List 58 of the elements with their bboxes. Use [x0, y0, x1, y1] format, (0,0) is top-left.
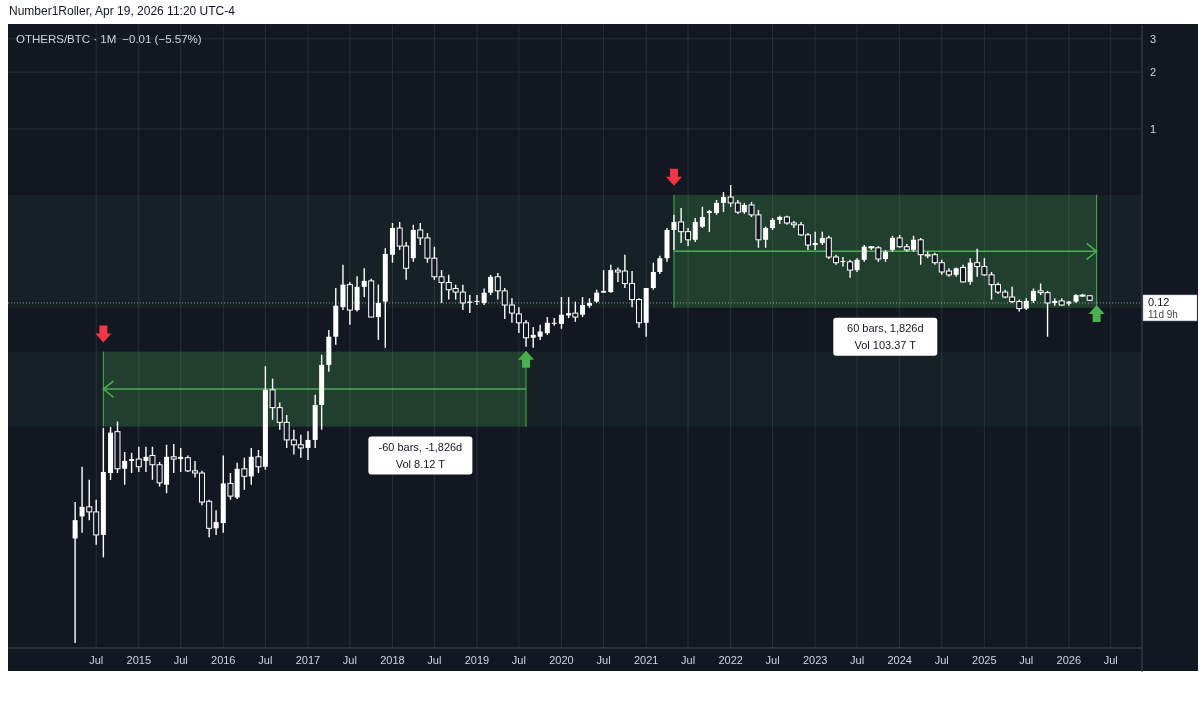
x-tick-label: Jul	[427, 654, 442, 666]
x-tick-label: Jul	[1103, 654, 1118, 666]
candlestick	[657, 255, 663, 275]
candlestick	[692, 217, 698, 243]
x-tick-label: Jul	[934, 654, 949, 666]
candlestick	[558, 296, 564, 330]
y-tick-label: 2	[1150, 66, 1157, 79]
text: Number1Roller, Apr 19, 2026 11:20 UTC-4	[9, 4, 236, 18]
candlestick	[699, 206, 705, 229]
candlestick	[706, 209, 712, 233]
candlestick	[601, 269, 607, 294]
x-tick-label: Jul	[342, 654, 357, 666]
candlestick	[530, 326, 536, 349]
candlestick	[474, 294, 480, 306]
x-tick-label: 2024	[887, 654, 912, 666]
text: 11d 9h	[1148, 308, 1178, 320]
x-tick-label: Jul	[173, 654, 188, 666]
candlestick	[375, 283, 381, 341]
x-tick-label: Jul	[89, 654, 104, 666]
x-tick-label: Jul	[1019, 654, 1034, 666]
candlestick	[580, 296, 586, 318]
candlestick	[650, 261, 656, 291]
text: OTHERS/BTC · 1M	[16, 33, 117, 45]
candlestick	[354, 275, 360, 313]
x-tick-label: 2021	[633, 654, 659, 666]
candlestick	[671, 214, 677, 251]
band-label: 60 bars, 1,826d Vol 103.37 T	[847, 321, 924, 351]
candlestick	[72, 501, 78, 644]
x-tick-label: Jul	[681, 654, 696, 666]
x-tick-label: Jul	[596, 654, 611, 666]
candlestick	[129, 452, 135, 474]
candlestick	[340, 264, 346, 311]
x-tick-label: Jul	[511, 654, 526, 666]
y-tick-label: 3	[1150, 32, 1157, 45]
x-tick-label: 2025	[972, 654, 997, 666]
candlestick	[608, 264, 614, 294]
x-tick-label: Jul	[850, 654, 865, 666]
candlestick	[812, 230, 818, 251]
band-label: -60 bars, -1,826d Vol 8.12 T	[378, 440, 463, 470]
ref-line-label: 0.12	[1148, 295, 1170, 308]
x-tick-label: 2023	[802, 654, 828, 666]
x-tick-label: 2018	[380, 654, 405, 666]
candlestick	[537, 324, 543, 341]
candlestick	[488, 274, 494, 296]
y-tick-label: 1	[1150, 122, 1157, 135]
x-tick-label: 2026	[1056, 654, 1082, 666]
candlestick	[213, 509, 219, 536]
candlestick	[720, 191, 726, 213]
x-tick-label: 2015	[126, 654, 152, 666]
x-tick-label: 2019	[464, 654, 490, 666]
x-tick-label: Jul	[765, 654, 780, 666]
x-tick-label: Jul	[258, 654, 273, 666]
x-tick-label: 2016	[211, 654, 236, 666]
x-tick-label: 2022	[718, 654, 743, 666]
text: −0.01 (−5.57%)	[122, 33, 202, 45]
x-tick-label: 2017	[295, 654, 321, 666]
x-tick-label: 2020	[549, 654, 574, 666]
candlestick	[847, 259, 854, 279]
